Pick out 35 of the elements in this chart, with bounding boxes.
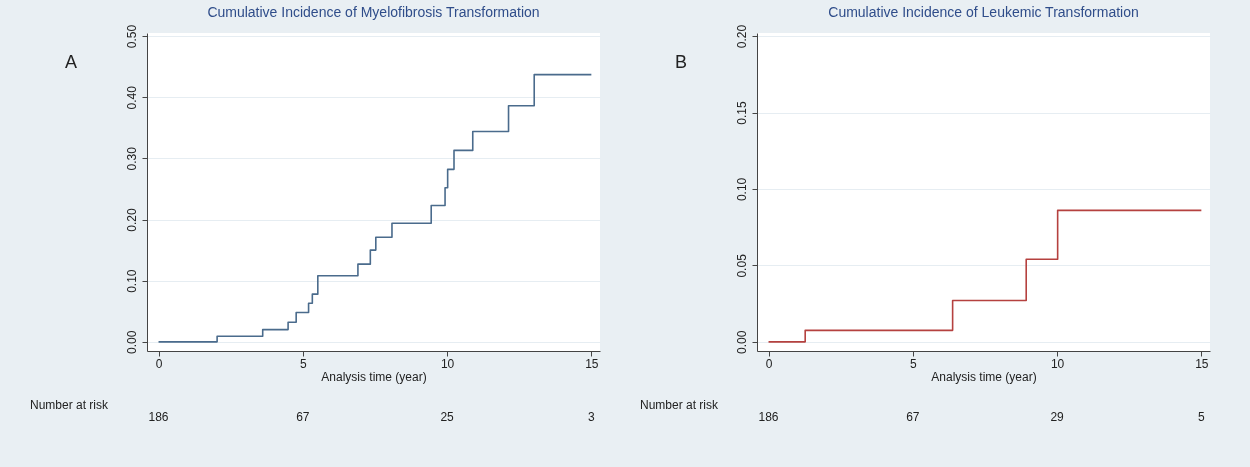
y-tick-label: 0.20 <box>734 24 749 49</box>
y-tick-label: 0.50 <box>124 24 139 49</box>
y-tick-label: 0.00 <box>124 330 139 355</box>
x-axis-title: Analysis time (year) <box>931 369 1037 384</box>
text: 3 <box>588 410 595 424</box>
y-tick-label: 0.05 <box>734 253 749 278</box>
text: 25 <box>440 410 455 424</box>
y-tick-label: 0.10 <box>124 269 139 293</box>
chart-title: Cumulative Incidence of Myelofibrosis Transformation <box>207 4 540 21</box>
x-tick-label: 10 <box>440 356 455 371</box>
text: 186 <box>148 410 169 424</box>
text: 5 <box>1198 410 1205 424</box>
text: 186 <box>758 410 779 424</box>
text: Number at risk <box>640 398 720 412</box>
y-tick-label: 0.15 <box>734 101 749 125</box>
x-tick-label: 15 <box>585 356 599 371</box>
y-tick-label: 0.40 <box>124 85 139 110</box>
text: B <box>675 52 688 72</box>
y-tick-label: 0.00 <box>734 330 749 355</box>
text: 67 <box>906 410 920 424</box>
text: Number at risk <box>30 398 110 412</box>
x-tick-label: 15 <box>1195 356 1209 371</box>
x-tick-label: 0 <box>155 356 163 371</box>
x-axis-title: Analysis time (year) <box>321 369 427 384</box>
x-tick-label: 10 <box>1050 356 1065 371</box>
text: A <box>65 52 78 72</box>
y-tick-label: 0.20 <box>124 208 139 232</box>
x-tick-label: 5 <box>299 356 307 371</box>
text: 29 <box>1050 410 1065 424</box>
y-tick-label: 0.30 <box>124 146 139 171</box>
text: 67 <box>296 410 310 424</box>
x-tick-label: 0 <box>765 356 773 371</box>
x-tick-label: 5 <box>909 356 917 371</box>
y-tick-label: 0.10 <box>734 177 749 202</box>
chart-title: Cumulative Incidence of Leukemic Transformation <box>828 4 1139 21</box>
